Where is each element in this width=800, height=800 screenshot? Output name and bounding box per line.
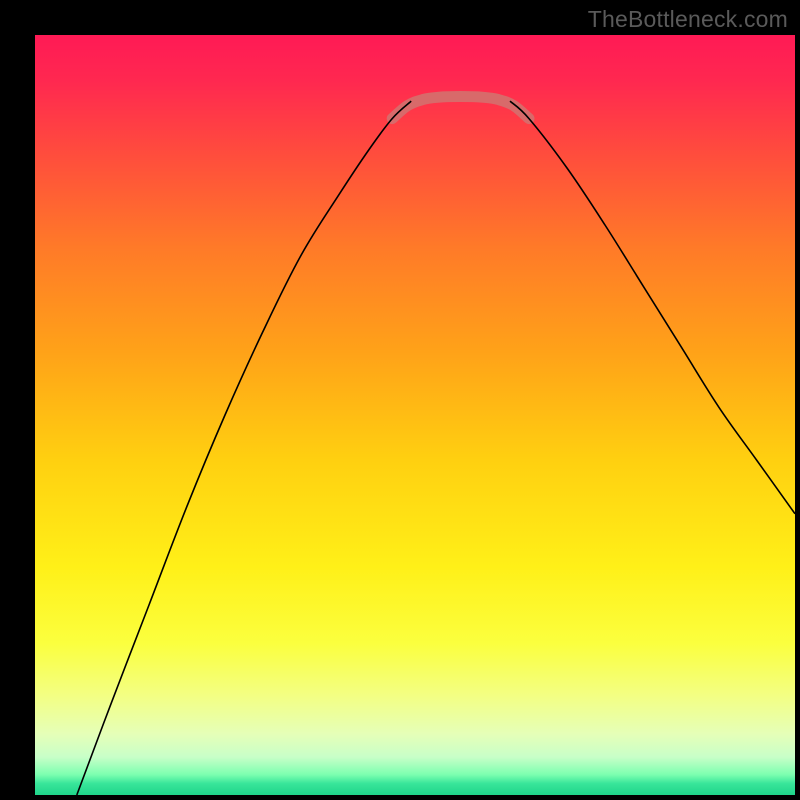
highlight-segment xyxy=(392,97,529,119)
bottleneck-curve-chart xyxy=(35,35,795,795)
left-curve-line xyxy=(77,101,411,795)
right-curve-line xyxy=(510,101,795,514)
plot-area xyxy=(35,35,795,795)
watermark-label: TheBottleneck.com xyxy=(588,6,788,33)
